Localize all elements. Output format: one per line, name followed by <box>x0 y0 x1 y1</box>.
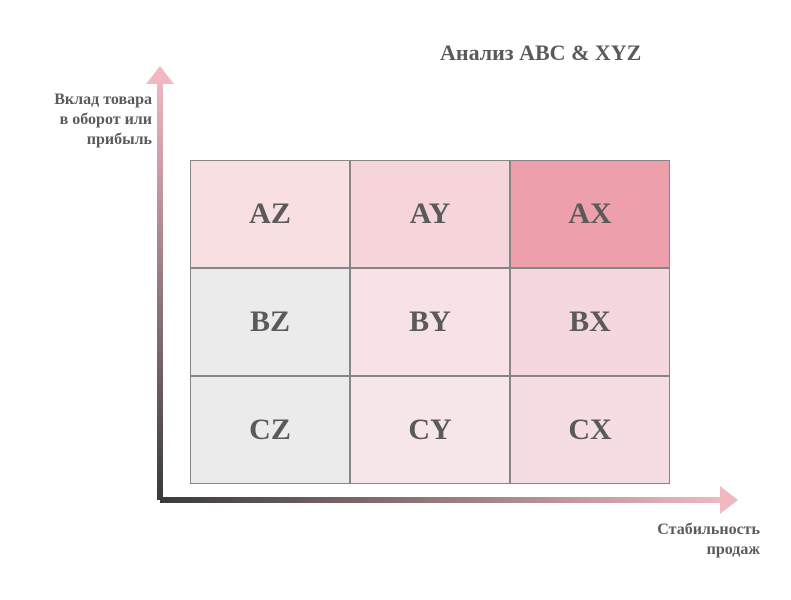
abc-xyz-matrix: AZ AY AX BZ BY BX CZ CY CX <box>190 160 670 484</box>
matrix-cell-label: AZ <box>249 197 291 231</box>
y-axis-line <box>157 80 163 500</box>
matrix-cell-label: BX <box>569 305 611 339</box>
y-axis-arrowhead-icon <box>146 66 174 84</box>
x-axis-arrowhead-icon <box>720 486 738 514</box>
matrix-cell: BY <box>350 268 510 376</box>
matrix-cell-label: CX <box>568 413 611 447</box>
y-axis-label: Вклад товарав оборот илиприбыль <box>22 90 152 150</box>
matrix-cell: CY <box>350 376 510 484</box>
matrix-cell-label: BZ <box>250 305 290 339</box>
matrix-cell-label: BY <box>409 305 451 339</box>
matrix-cell-label: CY <box>408 413 451 447</box>
y-axis-label-line: прибыль <box>22 130 152 150</box>
matrix-cell-label: CZ <box>249 413 291 447</box>
matrix-cell-label: AY <box>410 197 451 231</box>
x-axis-line <box>160 497 720 503</box>
x-axis-label-line: продаж <box>600 540 760 560</box>
y-axis-label-line: в оборот или <box>22 110 152 130</box>
matrix-cell: BX <box>510 268 670 376</box>
x-axis-label: Стабильностьпродаж <box>600 520 760 560</box>
matrix-cell: CZ <box>190 376 350 484</box>
matrix-cell: BZ <box>190 268 350 376</box>
y-axis-label-line: Вклад товара <box>22 90 152 110</box>
matrix-cell: AX <box>510 160 670 268</box>
matrix-cell: CX <box>510 376 670 484</box>
chart-title: Анализ ABC & XYZ <box>440 40 641 66</box>
diagram-canvas: Анализ ABC & XYZ Вклад товарав оборот ил… <box>0 0 791 600</box>
matrix-cell: AZ <box>190 160 350 268</box>
matrix-cell-label: AX <box>568 197 611 231</box>
x-axis-label-line: Стабильность <box>600 520 760 540</box>
matrix-cell: AY <box>350 160 510 268</box>
